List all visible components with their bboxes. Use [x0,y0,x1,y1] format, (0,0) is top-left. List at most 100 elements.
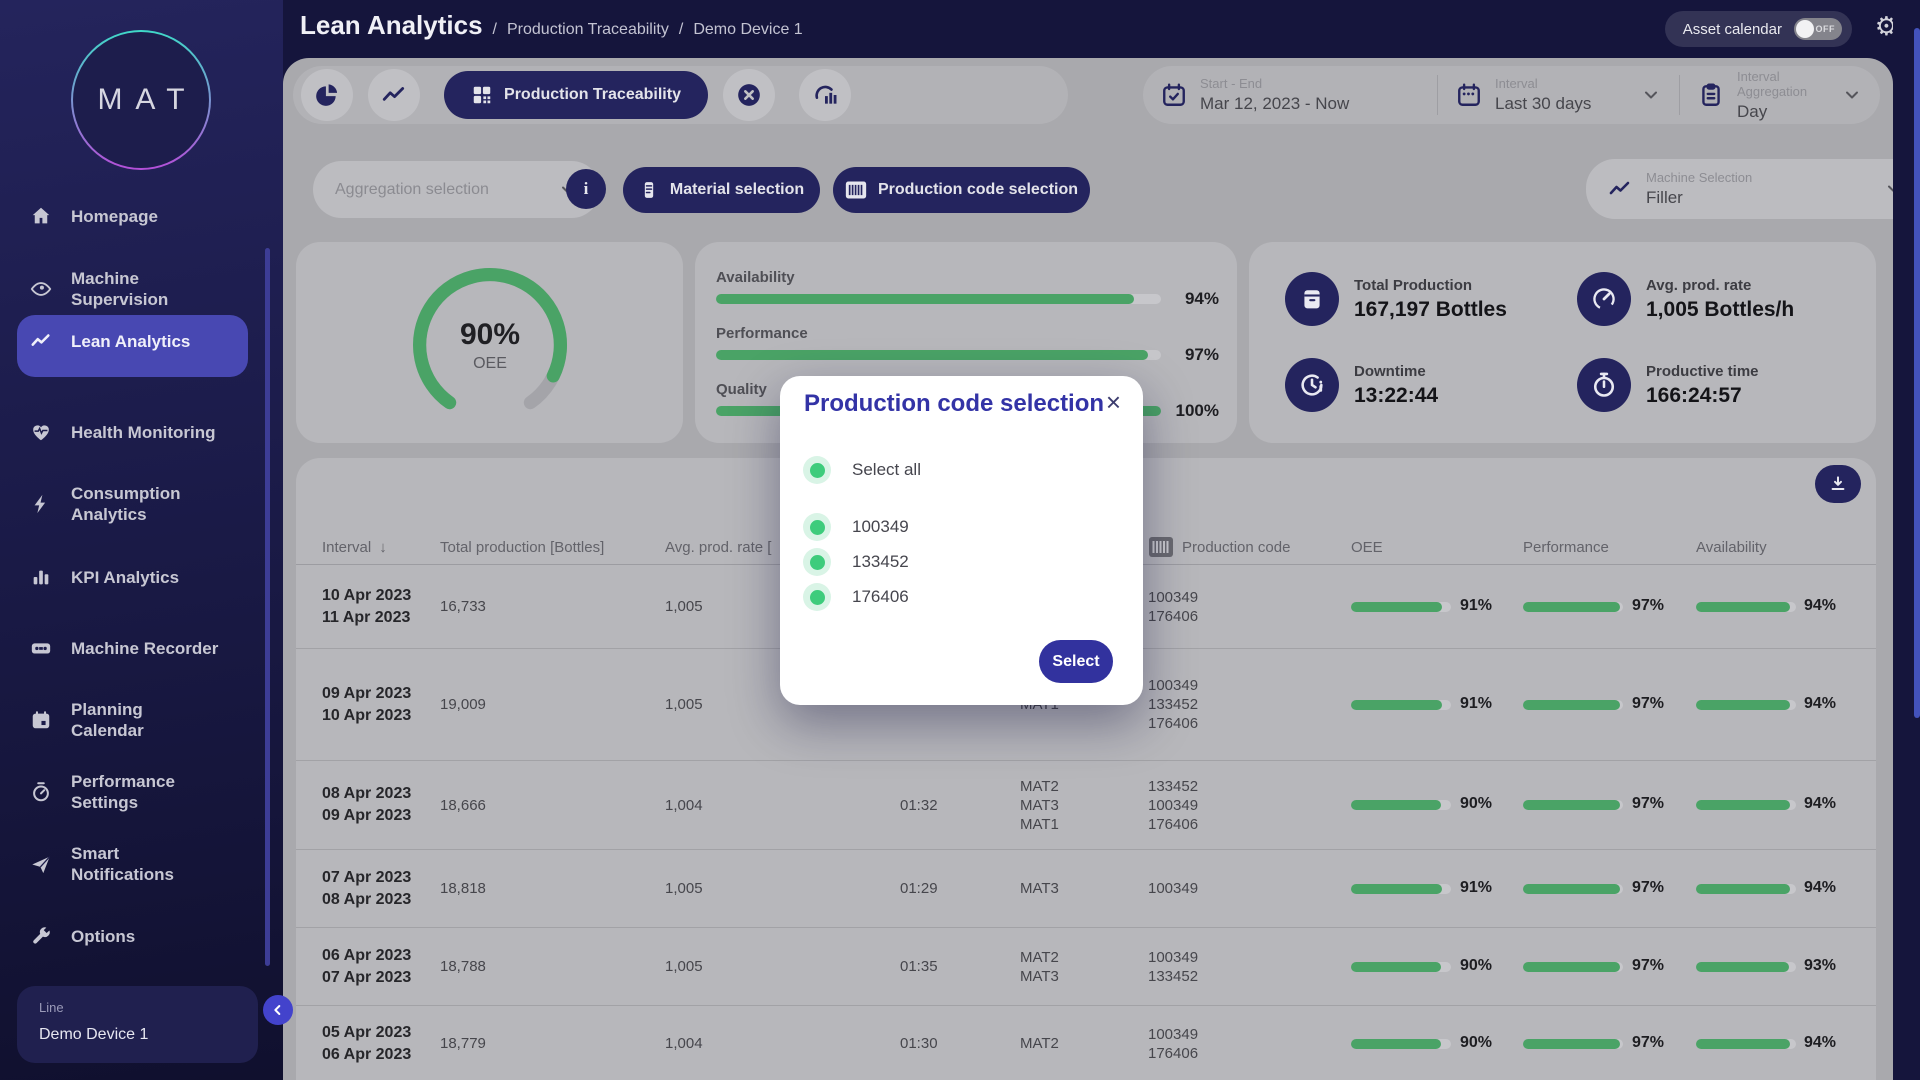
page-title: Lean Analytics [300,10,483,40]
breadcrumb: Lean Analytics / Production Traceability… [300,10,803,40]
pie-view-button[interactable] [301,69,353,121]
checkbox-checked-icon[interactable] [803,513,831,541]
sidebar-item-options[interactable]: Options [30,925,255,947]
sidebar-item-lean-analytics[interactable]: Lean Analytics [17,315,255,377]
column-header-oee[interactable]: OEE [1351,538,1383,556]
sidebar-item-performance-settings[interactable]: Performance Settings [30,771,255,813]
page-scrollbar[interactable] [1914,28,1920,718]
availability-value: 94% [1804,795,1837,812]
material-selection-button[interactable]: Material selection [623,167,820,213]
sidebar-item-consumption-analytics[interactable]: Consumption Analytics [30,483,255,525]
interval-cell: 08 Apr 2023 09 Apr 2023 [322,785,412,824]
date-range-picker[interactable]: Start - End Mar 12, 2023 - Now [1143,66,1437,124]
device-line-value: Demo Device 1 [39,1026,149,1043]
sidebar-item-machine-recorder[interactable]: Machine Recorder [30,637,255,659]
kpi-productive-time: Productive time 166:24:57 [1577,358,1759,412]
table-row[interactable]: 08 Apr 2023 09 Apr 2023 18,666 1,004 01:32 MA… [296,761,1876,850]
quality-bar-value: 100% [1175,401,1219,420]
production-code-option-133452[interactable]: 133452 [803,548,909,576]
bars-icon [30,566,52,588]
date-range-label: Start - End [1200,76,1263,91]
interval-picker[interactable]: Interval Last 30 days [1438,66,1679,124]
checkbox-checked-icon[interactable] [803,548,831,576]
breadcrumb-device[interactable]: Demo Device 1 [693,21,803,38]
calendar-icon [1458,83,1480,106]
sidebar-item-label: Machine Supervision [71,269,169,309]
column-header-interval[interactable]: Interval ↓ [322,538,387,556]
main-content: Production Traceability Start - End Mar … [283,58,1893,1080]
oee-bar [1351,699,1451,710]
oee-value: 91% [1460,878,1493,896]
sidebar-item-planning-calendar[interactable]: Planning Calendar [30,699,255,741]
table-row[interactable]: 06 Apr 2023 07 Apr 2023 18,788 1,005 01:35 MA… [296,928,1876,1006]
kpi-value: 13:22:44 [1354,383,1439,407]
column-header-availability[interactable]: Availability [1696,538,1767,556]
aggregation-selection-dropdown[interactable]: Aggregation selection [313,161,600,218]
sidebar-item-smart-notifications[interactable]: Smart Notifications [30,843,255,885]
download-button[interactable] [1815,465,1861,503]
oee-analysis-button[interactable] [799,69,851,121]
checkbox-checked-icon[interactable] [803,456,831,484]
gauge-arc [413,268,567,410]
availability-bar [1696,601,1796,612]
production-traceability-tab[interactable]: Production Traceability [444,71,708,119]
sidebar-collapse-button[interactable] [263,995,293,1025]
settings-gear-icon[interactable]: ⚙ [1874,11,1898,41]
production-code-option-100349[interactable]: 100349 [803,513,909,541]
interval-aggregation-picker[interactable]: Interval Aggregation Day [1680,66,1880,124]
sidebar-item-health-monitoring[interactable]: Health Monitoring [30,421,255,443]
production-code-option-176406[interactable]: 176406 [803,583,909,611]
close-icon[interactable]: × [1105,387,1121,417]
production-traceability-label: Production Traceability [504,86,681,103]
oee-bar [1351,800,1451,810]
bar-fill [1523,883,1620,894]
availability-value: 94% [1804,878,1837,896]
material-icon [644,182,654,198]
column-header-performance[interactable]: Performance [1523,538,1609,556]
sidebar-item-kpi-analytics[interactable]: KPI Analytics [30,566,255,588]
column-header-production-code[interactable]: Production code [1148,530,1290,564]
select-all-option[interactable]: Select all [803,456,921,484]
breadcrumb-section[interactable]: Production Traceability [507,21,669,38]
sidebar-item-label: Options [71,926,136,946]
bar-fill [1351,1038,1441,1049]
table-row[interactable]: 05 Apr 2023 06 Apr 2023 18,779 1,004 01:30 MA… [296,1006,1876,1080]
top-bar: Lean Analytics / Production Traceability… [283,0,1920,58]
toggle-switch[interactable]: OFF [1794,18,1842,40]
select-button[interactable]: Select [1039,640,1113,683]
device-line-card[interactable]: Line Demo Device 1 [17,986,258,1063]
column-header-avg-prod-rate[interactable]: Avg. prod. rate [ [665,538,772,556]
info-icon[interactable]: i [566,169,606,209]
x-circle-icon [738,84,760,106]
production-code-cell: 133452 100349 176406 [1148,777,1199,833]
interval-cell: 10 Apr 2023 11 Apr 2023 [322,586,412,626]
bar-fill [1523,961,1620,972]
bar-fill [1696,961,1789,972]
table-row[interactable]: 07 Apr 2023 08 Apr 2023 18,818 1,005 01:29 MA… [296,850,1876,928]
sidebar-item-homepage[interactable]: Homepage [30,205,255,227]
performance-value: 97% [1632,878,1665,896]
oee-value: 90% [1460,795,1493,812]
availability-value: 94% [1804,1033,1837,1051]
sidebar-item-label: Planning Calendar [71,700,144,740]
avg-prod-rate-cell: 1,005 [665,958,703,975]
sidebar-scrollbar[interactable] [265,248,270,966]
clear-view-button[interactable] [723,69,775,121]
trend-view-button[interactable] [368,69,420,121]
production-code-selection-button[interactable]: Production code selection [833,167,1090,213]
download-icon [1831,476,1845,490]
checkbox-checked-icon[interactable] [803,583,831,611]
bar-fill [1696,1038,1790,1049]
machine-selection-dropdown[interactable]: Machine Selection Filler [1586,159,1893,219]
sidebar-item-machine-supervision[interactable]: Machine Supervision [30,268,255,310]
asset-calendar-toggle[interactable]: Asset calendar OFF [1664,11,1852,47]
kpi-downtime: Downtime 13:22:44 [1285,358,1438,412]
page-edge [1893,0,1920,1080]
kpi-value: 166:24:57 [1646,383,1742,407]
option-label: 176406 [852,587,909,606]
modal-title: Production code selection [804,390,1105,417]
oee-value: 91% [1460,694,1493,712]
column-header-total-production[interactable]: Total production [Bottles] [440,538,605,556]
kpi-value: 1,005 Bottles/h [1646,297,1795,321]
